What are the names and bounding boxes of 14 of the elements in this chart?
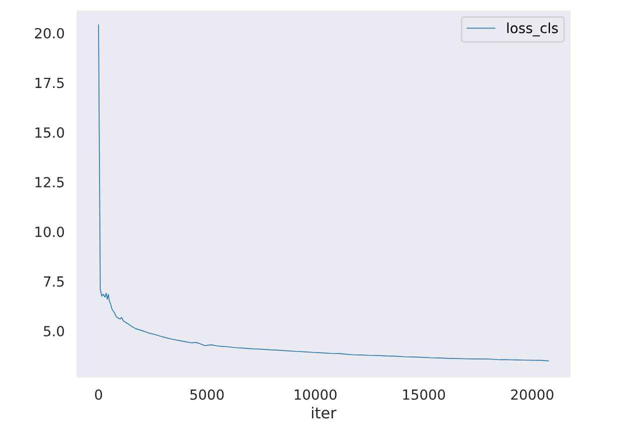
y-tick-label: 15.0: [35, 127, 64, 138]
x-tick-label: 5000: [190, 389, 224, 400]
x-tick-label: 10000: [294, 389, 337, 400]
legend-label: loss_cls: [507, 22, 558, 36]
y-tick-label: 5.0: [44, 326, 64, 336]
x-tick-label: 0: [95, 389, 102, 400]
y-tick-label: 7.5: [44, 276, 64, 287]
x-axis-title: iter: [312, 406, 336, 419]
x-tick-label: 20000: [511, 389, 554, 400]
y-tick-label: 12.5: [35, 176, 64, 188]
y-tick-label: 10.0: [35, 226, 64, 238]
x-tick-label: 15000: [403, 389, 445, 400]
y-tick-label: 17.5: [35, 78, 64, 88]
y-tick-label: 20.0: [34, 28, 64, 39]
